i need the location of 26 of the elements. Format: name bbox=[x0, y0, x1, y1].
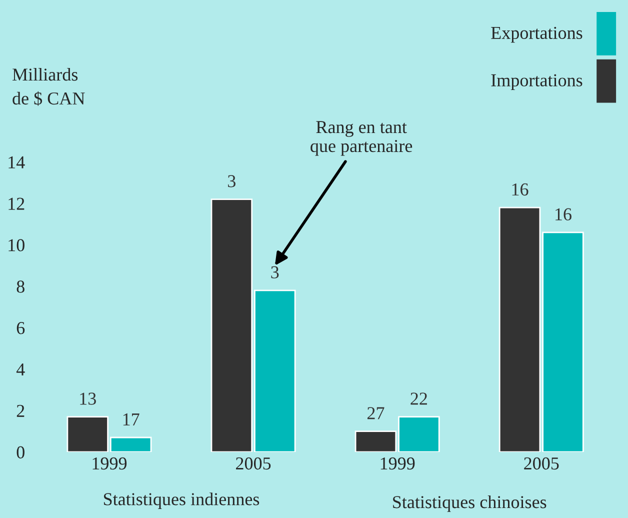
text: Statistiques chinoises bbox=[393, 496, 546, 512]
x-tick-label: 1999 bbox=[380, 457, 415, 470]
y-tick-label: 2 bbox=[16, 404, 24, 417]
x-tick-label: 2005 bbox=[236, 457, 271, 470]
annotation: 3 bbox=[228, 175, 236, 188]
y-tick-label: 0 bbox=[16, 446, 24, 458]
text: Statistiques indiennes bbox=[104, 492, 260, 509]
annotation: 17 bbox=[123, 413, 140, 426]
legend-label: Exportations bbox=[491, 26, 582, 43]
legend-label: Importations bbox=[491, 74, 582, 90]
y-tick-label: 6 bbox=[16, 322, 25, 334]
annotation: 16 bbox=[512, 183, 528, 196]
y-tick-label: 4 bbox=[16, 364, 25, 376]
y-axis-title: Milliards de $ CAN bbox=[12, 68, 85, 106]
text: Rang en tant que partenaire bbox=[310, 121, 412, 156]
x-tick-label: 2005 bbox=[524, 457, 559, 470]
y-tick-label: 14 bbox=[8, 156, 25, 168]
x-tick-label: 1999 bbox=[92, 457, 127, 470]
y-tick-label: 12 bbox=[8, 198, 24, 210]
annotation: 16 bbox=[556, 208, 572, 220]
y-tick-label: 10 bbox=[8, 239, 24, 252]
annotation: 3 bbox=[271, 266, 279, 278]
annotation: 13 bbox=[80, 392, 96, 405]
annotation: 27 bbox=[367, 407, 384, 420]
annotation: 22 bbox=[410, 392, 427, 405]
y-tick-label: 8 bbox=[16, 280, 24, 293]
